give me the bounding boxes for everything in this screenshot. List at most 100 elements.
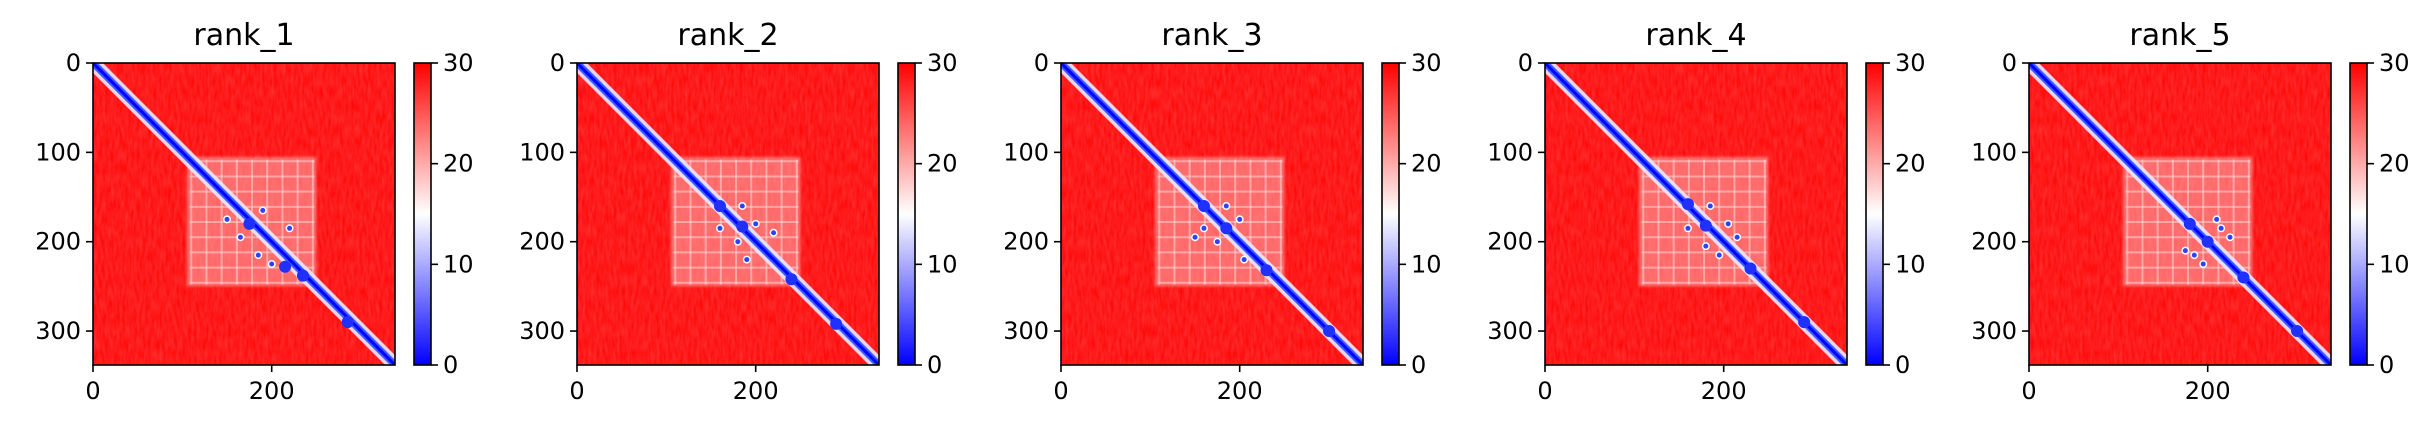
- diagonal-core: [1061, 63, 1363, 365]
- y-tick-label: 300: [519, 317, 565, 345]
- colorbar-tick-label: 10: [1411, 250, 1442, 278]
- diagonal-blob: [341, 316, 354, 329]
- x-tick-label: 200: [249, 377, 295, 405]
- contact-point: [1734, 234, 1740, 240]
- x-tick-label: 200: [1701, 377, 1747, 405]
- colorbar-tick-label: 30: [1895, 49, 1926, 77]
- colorbar-frame: [413, 62, 432, 366]
- heatmap-panel-2: rank_2 0 200 0 100 200 300 0 10 20 30: [519, 18, 957, 405]
- contact-point: [739, 203, 745, 209]
- diagonal-blob: [296, 269, 309, 282]
- colorbar-tick-label: 30: [443, 49, 474, 77]
- contact-point: [1707, 203, 1713, 209]
- y-tick-label: 200: [519, 228, 565, 256]
- diagonal-core: [1545, 63, 1847, 365]
- contact-point: [1192, 234, 1198, 240]
- colorbar-tick-label: 0: [1895, 351, 1910, 379]
- colorbar-tick-label: 20: [2379, 150, 2410, 178]
- colorbar-tick-label: 20: [443, 150, 474, 178]
- x-tick-label: 0: [569, 377, 584, 405]
- diagonal-blob: [1220, 222, 1233, 235]
- contact-point: [771, 230, 777, 236]
- diagonal-core: [93, 63, 395, 365]
- y-tick-label: 0: [2002, 49, 2017, 77]
- diagonal-blob: [1197, 199, 1210, 212]
- panel-title: rank_2: [677, 18, 778, 53]
- contact-point: [2200, 261, 2206, 267]
- colorbar-tick-label: 10: [927, 250, 958, 278]
- y-tick-label: 200: [35, 228, 81, 256]
- diagonal-blob: [830, 317, 843, 330]
- panel-title: rank_3: [1161, 18, 1262, 53]
- y-tick-label: 200: [1487, 228, 1533, 256]
- colorbar: [414, 63, 431, 365]
- diagonal-blob: [279, 260, 292, 273]
- contact-point: [1237, 216, 1243, 222]
- diagonal-blob: [1699, 219, 1712, 232]
- colorbar: [2350, 63, 2367, 365]
- y-tick-label: 100: [1003, 138, 1049, 166]
- colorbar-tick-label: 20: [1411, 150, 1442, 178]
- colorbar-tick-label: 30: [1411, 49, 1442, 77]
- y-tick-label: 100: [519, 138, 565, 166]
- contact-point: [717, 225, 723, 231]
- y-tick-label: 200: [1971, 228, 2017, 256]
- panel-title: rank_5: [2129, 18, 2230, 53]
- contact-point: [1214, 239, 1220, 245]
- contact-point: [260, 207, 266, 213]
- colorbar-tick-label: 20: [927, 150, 958, 178]
- panel-title: rank_4: [1645, 18, 1746, 53]
- contact-point: [224, 216, 230, 222]
- colorbar: [1866, 63, 1883, 365]
- contact-point: [1685, 225, 1691, 231]
- y-tick-label: 100: [1487, 138, 1533, 166]
- heatmap-panel-5: rank_5 0 200 0 100 200 300 0 10 20 30: [1971, 18, 2409, 405]
- colorbar-tick-label: 30: [2379, 49, 2410, 77]
- contact-point: [753, 221, 759, 227]
- x-tick-label: 0: [1053, 377, 1068, 405]
- y-tick-label: 300: [1971, 317, 2017, 345]
- x-tick-label: 200: [1217, 377, 1263, 405]
- contact-point: [735, 239, 741, 245]
- contact-point: [1201, 225, 1207, 231]
- diagonal-blob: [785, 273, 798, 286]
- y-tick-label: 0: [1518, 49, 1533, 77]
- diagonal-blob: [1681, 198, 1694, 211]
- y-tick-label: 0: [550, 49, 565, 77]
- diagonal-core: [2029, 63, 2331, 365]
- colorbar-tick-label: 10: [443, 250, 474, 278]
- diagonal-blob: [2201, 235, 2214, 248]
- contact-point: [2214, 216, 2220, 222]
- contact-point: [1241, 257, 1247, 263]
- colorbar-tick-label: 10: [2379, 250, 2410, 278]
- diagonal-blob: [2183, 217, 2196, 230]
- contact-point: [1223, 203, 1229, 209]
- diagonal-core: [577, 63, 879, 365]
- diagonal-blob: [2237, 271, 2250, 284]
- diagonal-blob: [1260, 264, 1273, 277]
- y-tick-label: 0: [1034, 49, 1049, 77]
- colorbar-tick-label: 0: [1411, 351, 1426, 379]
- x-tick-label: 200: [2185, 377, 2231, 405]
- y-tick-label: 0: [66, 49, 81, 77]
- contact-point: [1716, 252, 1722, 258]
- panel-title: rank_1: [193, 18, 294, 53]
- y-tick-label: 300: [1003, 317, 1049, 345]
- heatmap-panel-1: rank_1 0 200 0 100 200 300 0 10 20 30: [35, 18, 473, 405]
- colorbar-frame: [897, 62, 916, 366]
- colorbar: [898, 63, 915, 365]
- diagonal-blob: [1323, 325, 1336, 338]
- contact-point: [2227, 234, 2233, 240]
- heatmap-panel-4: rank_4 0 200 0 100 200 300 0 10 20 30: [1487, 18, 1925, 405]
- contact-point: [287, 225, 293, 231]
- colorbar-tick-label: 0: [2379, 351, 2394, 379]
- colorbar-tick-label: 20: [1895, 150, 1926, 178]
- diagonal-blob: [2291, 325, 2304, 338]
- colorbar-tick-label: 10: [1895, 250, 1926, 278]
- colorbar-tick-label: 0: [443, 351, 458, 379]
- diagonal-blob: [713, 199, 726, 212]
- plot-frame: [1060, 62, 1364, 366]
- contact-point: [255, 252, 261, 258]
- x-tick-label: 200: [733, 377, 779, 405]
